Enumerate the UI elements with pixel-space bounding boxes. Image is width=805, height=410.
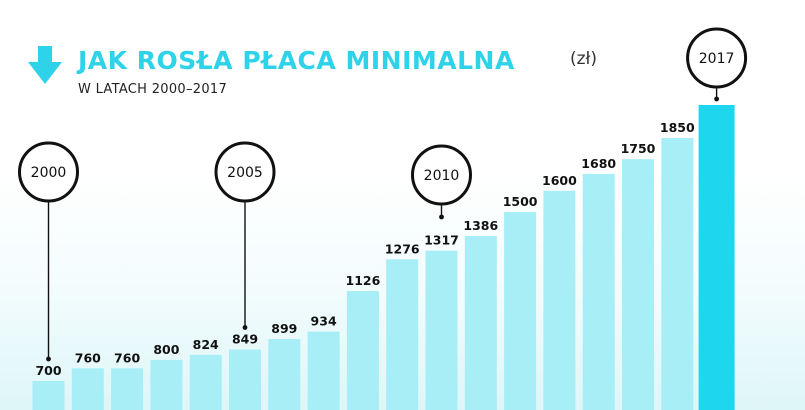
bar-2011 [464, 236, 497, 410]
bar-2003 [150, 359, 183, 410]
value-label-2012: 1500 [503, 194, 538, 209]
bar-2017 [698, 105, 735, 410]
chart-subtitle: W LATACH 2000–2017 [78, 82, 228, 97]
bar-2002 [111, 368, 144, 410]
value-label-2011: 1386 [463, 218, 498, 233]
year-label-2005: 2005 [227, 165, 263, 181]
value-label-2015: 1750 [621, 141, 656, 156]
bar-2007 [307, 331, 340, 410]
arrow-down-icon [28, 46, 62, 84]
bar-2016 [661, 138, 694, 410]
value-label-2008: 1126 [346, 273, 381, 288]
bar-2014 [582, 173, 615, 410]
value-label-2006: 899 [271, 321, 297, 336]
year-label-2017: 2017 [699, 51, 735, 67]
bar-2015 [622, 159, 654, 410]
value-label-2014: 1680 [581, 156, 616, 171]
chart-unit: (zł) [570, 49, 598, 69]
bar-2005 [229, 349, 261, 410]
value-label-2013: 1600 [542, 173, 577, 188]
year-callout-2010 [411, 144, 472, 206]
value-label-2016: 1850 [660, 120, 695, 135]
value-label-2003: 800 [153, 342, 179, 357]
bar-2000 [32, 381, 65, 410]
callout-dot-2005 [242, 325, 248, 330]
value-label-2010: 1317 [424, 233, 459, 248]
bar-2006 [268, 339, 301, 410]
year-label-2010: 2010 [424, 168, 460, 184]
callout-dot-2017 [714, 96, 719, 102]
value-label-2007: 934 [311, 314, 337, 329]
value-label-2004: 824 [193, 337, 219, 352]
bar-2010 [425, 250, 458, 410]
year-callout-2005 [214, 141, 276, 203]
chart-title: JAK ROSŁA PŁACA MINIMALNA [78, 46, 515, 75]
value-label-2000: 700 [35, 363, 61, 378]
year-callout-2000 [18, 141, 79, 203]
bar-2001 [71, 368, 104, 410]
value-label-2001: 760 [75, 350, 101, 365]
bar-2013 [543, 190, 576, 410]
callout-dot-2010 [439, 214, 444, 220]
bar-2008 [346, 291, 379, 410]
value-label-2005: 849 [232, 332, 258, 347]
callout-dot-2000 [46, 356, 51, 362]
bar-2012 [504, 212, 537, 410]
value-label-2009: 1276 [385, 241, 420, 256]
bar-2009 [386, 259, 419, 410]
value-label-2002: 760 [114, 350, 140, 365]
year-callout-2017 [686, 27, 748, 89]
bar-2004 [189, 354, 222, 410]
year-label-2000: 2000 [31, 165, 67, 181]
